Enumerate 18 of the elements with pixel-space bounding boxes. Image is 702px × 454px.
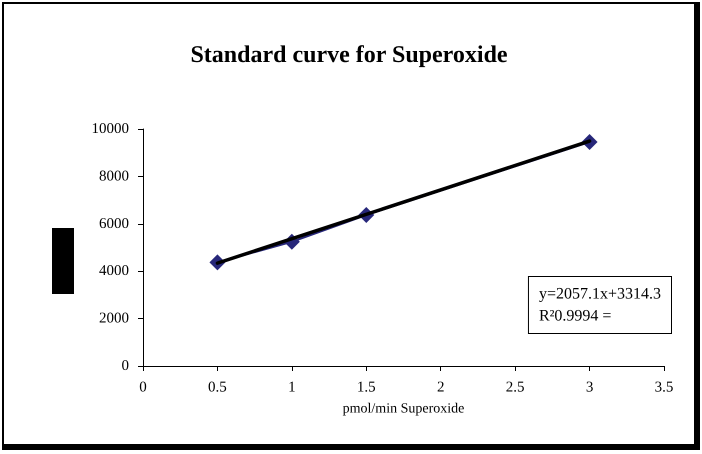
x-axis-title: pmol/min Superoxide: [342, 402, 464, 416]
y-tick-label: 2000: [99, 310, 129, 327]
annotation: R²0.9994 =: [538, 308, 612, 324]
x-tick-label: 1: [288, 380, 296, 396]
y-tick-label: 8000: [99, 168, 129, 184]
y-tick-label: 10000: [92, 121, 129, 137]
chart-title: Standard curve for Superoxide: [190, 42, 508, 68]
x-tick-label: 2: [436, 380, 444, 396]
x-tick-label: 2.5: [506, 380, 525, 396]
y-tick-label: 4000: [99, 263, 129, 280]
x-tick-label: 3: [586, 380, 594, 396]
x-tick-label: 0.5: [208, 380, 227, 396]
annotation: y=2057.1x+3314.3: [538, 286, 661, 302]
y-tick-label: 6000: [99, 216, 129, 232]
y-tick-label: 0: [122, 358, 129, 374]
x-tick-label: 0: [139, 380, 147, 396]
x-tick-label: 3.5: [654, 380, 674, 396]
x-tick-label: 1.5: [356, 380, 376, 396]
